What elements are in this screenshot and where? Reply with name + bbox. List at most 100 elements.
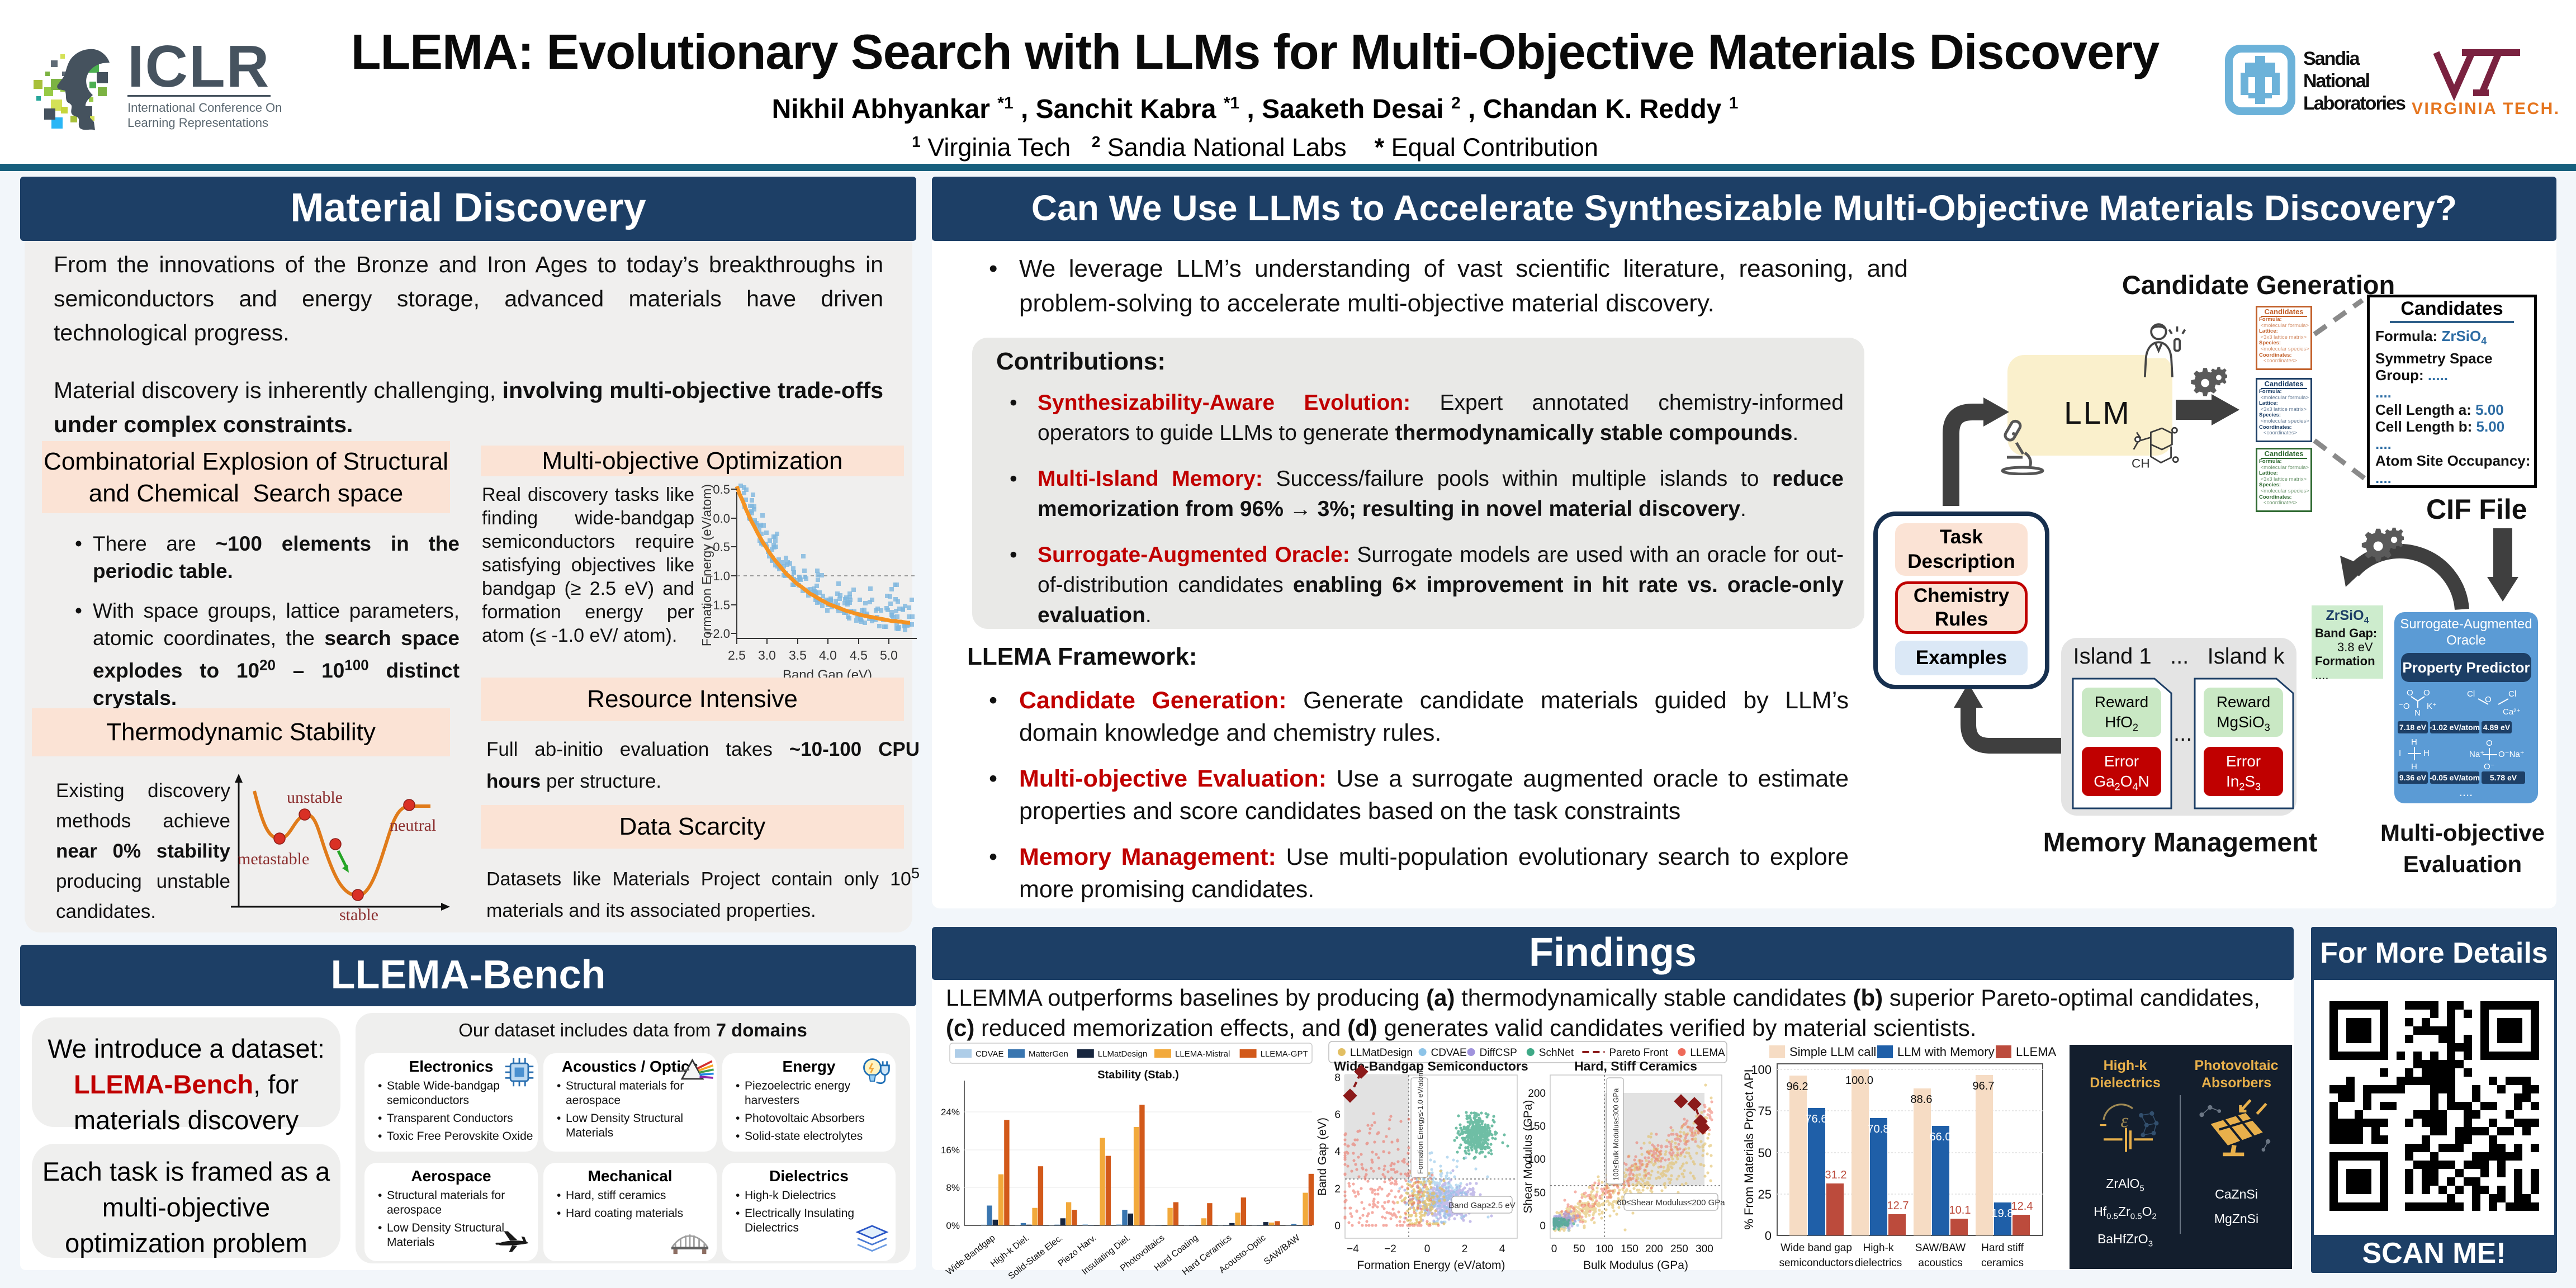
svg-text:−2.0: −2.0 <box>706 627 730 641</box>
svg-text:0: 0 <box>1765 1229 1772 1243</box>
svg-text:Ca²⁺: Ca²⁺ <box>2503 707 2521 717</box>
svg-text:Simple LLM call: Simple LLM call <box>1789 1045 1876 1059</box>
svg-text:76.6: 76.6 <box>1806 1113 1827 1125</box>
svg-text:Shear Modulus (GPa): Shear Modulus (GPa) <box>1522 1100 1535 1213</box>
svg-text:High-k: High-k <box>1863 1242 1894 1254</box>
svg-text:5.0: 5.0 <box>880 648 898 662</box>
svg-text:VIRGINIA TECH.: VIRGINIA TECH. <box>2412 100 2560 118</box>
svg-text:Band Gap≥2.5 eV: Band Gap≥2.5 eV <box>1448 1201 1515 1210</box>
svg-text:8%: 8% <box>946 1182 960 1193</box>
svg-text:Na⁺: Na⁺ <box>2469 750 2484 759</box>
svg-text:200: 200 <box>1645 1243 1663 1255</box>
svg-text:0: 0 <box>1424 1243 1431 1255</box>
svg-text:50: 50 <box>1534 1187 1546 1199</box>
svg-text:−1.5: −1.5 <box>706 598 730 612</box>
svg-text:−1.0: −1.0 <box>706 569 730 583</box>
svg-text:National: National <box>2303 70 2370 92</box>
svg-text:12.4: 12.4 <box>2011 1200 2033 1213</box>
svg-text:....: .... <box>2459 785 2473 799</box>
svg-text:H: H <box>2423 749 2430 758</box>
svg-text:MatterGen: MatterGen <box>1029 1049 1068 1059</box>
svg-text:5.78 eV: 5.78 eV <box>2490 773 2517 782</box>
svg-text:O⁻Na⁺: O⁻Na⁺ <box>2498 750 2525 759</box>
svg-text:60≤Shear Modulus≤200 GPa: 60≤Shear Modulus≤200 GPa <box>1617 1198 1725 1208</box>
svg-text:Wide band gap: Wide band gap <box>1781 1242 1852 1254</box>
svg-text:SchNet: SchNet <box>1539 1047 1574 1059</box>
svg-text:unstable: unstable <box>287 788 343 807</box>
svg-text:Formation Energy (eV/atom): Formation Energy (eV/atom) <box>1357 1259 1505 1272</box>
svg-text:Cl: Cl <box>2467 689 2475 699</box>
svg-text:2.5: 2.5 <box>728 648 746 662</box>
svg-text:Hard stiff: Hard stiff <box>1981 1242 2024 1254</box>
svg-text:acoustics: acoustics <box>1918 1257 1962 1269</box>
svg-text:4: 4 <box>1499 1243 1505 1255</box>
svg-text:2: 2 <box>1462 1243 1468 1255</box>
svg-text:300: 300 <box>1696 1243 1713 1255</box>
svg-text:31.2: 31.2 <box>1825 1169 1847 1181</box>
svg-text:LLEMA: LLEMA <box>2016 1045 2056 1059</box>
svg-text:16%: 16% <box>941 1145 960 1156</box>
svg-text:Laboratories: Laboratories <box>2303 93 2405 114</box>
svg-text:25: 25 <box>1758 1187 1772 1201</box>
svg-text:LLMatDesign: LLMatDesign <box>1350 1047 1413 1059</box>
svg-text:-0.05 eV/atom: -0.05 eV/atom <box>2430 773 2480 782</box>
svg-text:0: 0 <box>1551 1243 1557 1255</box>
svg-text:50: 50 <box>1573 1243 1585 1255</box>
svg-text:150: 150 <box>1621 1243 1639 1255</box>
svg-text:0.0: 0.0 <box>713 512 730 525</box>
svg-text:N: N <box>2414 708 2421 718</box>
svg-text:LLMatDesign: LLMatDesign <box>1098 1049 1147 1059</box>
svg-text:96.2: 96.2 <box>1787 1081 1808 1093</box>
svg-text:LLM with Memory: LLM with Memory <box>1897 1045 1995 1059</box>
svg-text:SAW/BAW: SAW/BAW <box>1915 1242 1966 1254</box>
svg-text:66.0: 66.0 <box>1930 1131 1952 1143</box>
svg-text:100≤Bulk Modulus≤300 GPa: 100≤Bulk Modulus≤300 GPa <box>1612 1088 1620 1181</box>
svg-text:3.0: 3.0 <box>758 648 776 662</box>
svg-text:ceramics: ceramics <box>1981 1257 2024 1269</box>
svg-text:metastable: metastable <box>238 850 309 868</box>
svg-text:0.5: 0.5 <box>713 482 730 496</box>
svg-text:250: 250 <box>1670 1243 1688 1255</box>
svg-text:96.7: 96.7 <box>1973 1080 1995 1092</box>
svg-text:88.6: 88.6 <box>1911 1093 1933 1106</box>
svg-text:Bulk Modulus (GPa): Bulk Modulus (GPa) <box>1583 1259 1688 1272</box>
svg-text:24%: 24% <box>941 1107 960 1117</box>
svg-text:6: 6 <box>1334 1109 1341 1121</box>
svg-text:neutral: neutral <box>390 816 436 835</box>
svg-text:−4: −4 <box>1347 1243 1359 1255</box>
svg-text:dielectrics: dielectrics <box>1855 1257 1902 1269</box>
svg-text:Sandia: Sandia <box>2303 48 2361 69</box>
svg-text:O⁻: O⁻ <box>2484 762 2495 771</box>
svg-text:-1.02 eV/atom: -1.02 eV/atom <box>2430 723 2480 732</box>
svg-text:4.89 eV: 4.89 eV <box>2483 723 2511 732</box>
svg-text:2: 2 <box>1334 1183 1341 1195</box>
svg-text:Cl: Cl <box>2508 689 2516 699</box>
svg-text:3.5: 3.5 <box>789 648 807 662</box>
svg-text:4: 4 <box>1334 1146 1341 1158</box>
svg-text:100: 100 <box>1595 1243 1613 1255</box>
svg-text:Stability (Stab.): Stability (Stab.) <box>1097 1069 1179 1081</box>
svg-text:H: H <box>2411 762 2417 771</box>
svg-text:I: I <box>2399 749 2401 758</box>
svg-text:19.8: 19.8 <box>1992 1208 2014 1220</box>
svg-text:10.1: 10.1 <box>1949 1204 1971 1216</box>
svg-text:Band Gap (eV): Band Gap (eV) <box>1316 1117 1329 1196</box>
svg-text:DiffCSP: DiffCSP <box>1480 1047 1517 1059</box>
svg-text:50: 50 <box>1758 1146 1772 1160</box>
svg-text:H: H <box>2411 737 2417 747</box>
svg-text:12.7: 12.7 <box>1887 1200 1909 1212</box>
svg-text:O: O <box>2485 695 2492 704</box>
svg-text:100: 100 <box>1528 1154 1546 1166</box>
svg-text:K⁺: K⁺ <box>2427 702 2437 711</box>
svg-text:O: O <box>2486 738 2493 748</box>
svg-text:Wide-Bandgap: Wide-Bandgap <box>945 1233 997 1277</box>
svg-text:CDVAE: CDVAE <box>1431 1047 1467 1059</box>
svg-text:4.5: 4.5 <box>850 648 868 662</box>
svg-text:75: 75 <box>1758 1104 1772 1118</box>
svg-text:Pareto Front: Pareto Front <box>1609 1047 1668 1059</box>
svg-text:O: O <box>2407 688 2413 698</box>
svg-text:semiconductors: semiconductors <box>1779 1257 1853 1269</box>
svg-text:−0.5: −0.5 <box>706 540 730 554</box>
svg-text:150: 150 <box>1528 1121 1546 1133</box>
svg-text:stable: stable <box>339 906 378 924</box>
